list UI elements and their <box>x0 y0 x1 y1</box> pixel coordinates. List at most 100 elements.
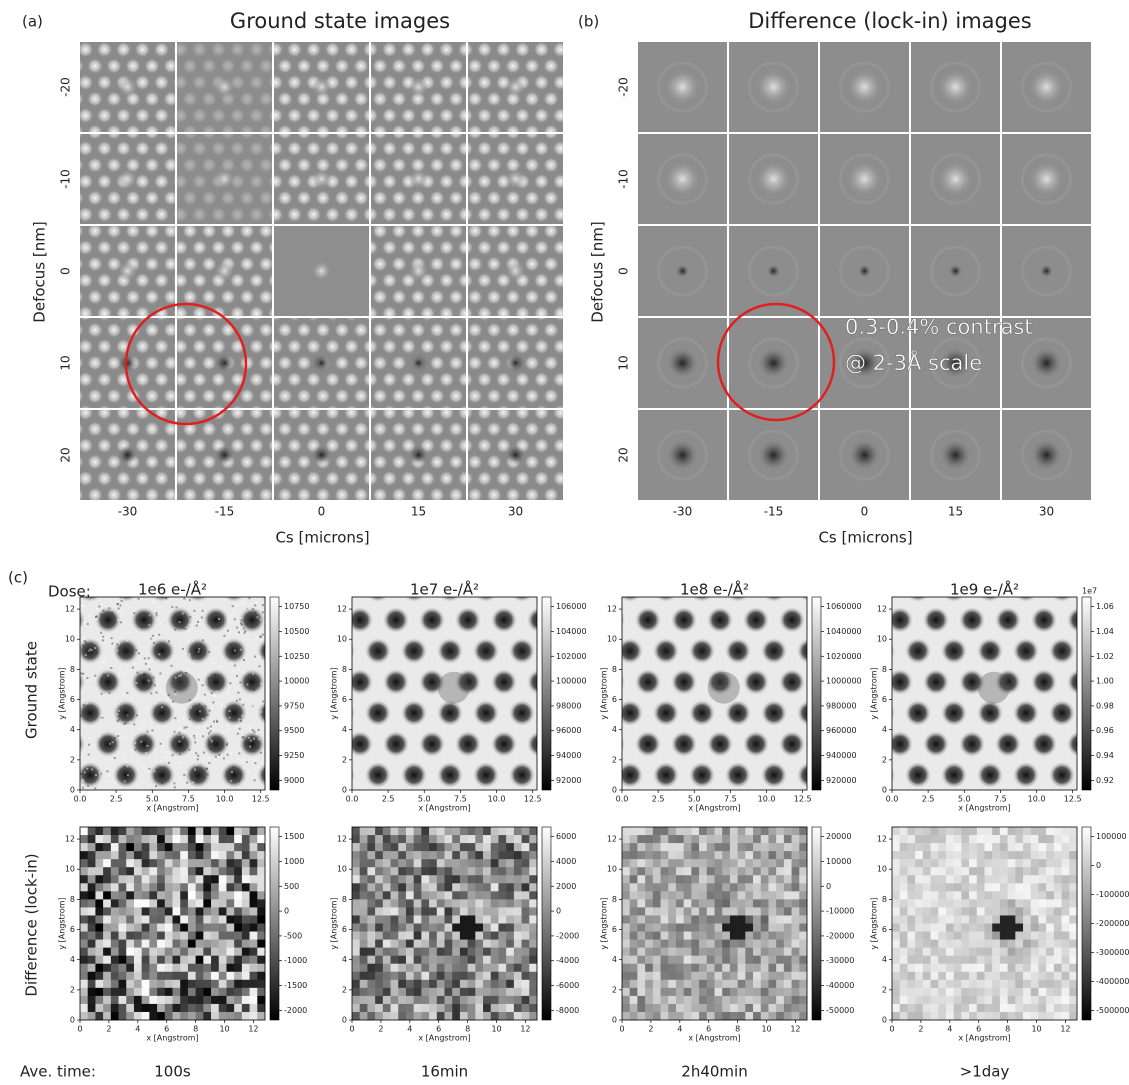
pixel <box>468 843 476 851</box>
noise <box>255 602 257 604</box>
pixel <box>1008 980 1016 988</box>
pixel <box>421 924 429 932</box>
pixel <box>977 875 985 883</box>
pixel <box>992 851 1000 859</box>
pixel <box>915 924 923 932</box>
pixel <box>226 883 234 891</box>
noise <box>204 705 206 707</box>
noise <box>94 647 96 649</box>
noise <box>254 779 256 781</box>
pixel <box>242 915 250 923</box>
pixel <box>111 988 119 996</box>
noise <box>221 666 223 668</box>
pixel <box>180 883 188 891</box>
noise <box>134 663 136 665</box>
defect <box>215 77 235 97</box>
pixel <box>88 972 96 980</box>
pixel <box>437 899 445 907</box>
pixel <box>1031 875 1039 883</box>
pixel <box>391 940 399 948</box>
colorbar-tick-label: -200000 <box>1096 919 1129 928</box>
noise <box>140 741 142 743</box>
pixel <box>961 932 969 940</box>
pixel <box>745 988 753 996</box>
pixel <box>142 972 150 980</box>
pixel <box>969 1004 977 1012</box>
pixel <box>1069 948 1077 956</box>
pixel <box>730 972 738 980</box>
image-tile <box>820 134 909 224</box>
pixel <box>668 859 676 867</box>
pixel <box>753 932 761 940</box>
pixel <box>1062 1012 1070 1020</box>
noise <box>87 785 89 787</box>
noise <box>213 678 215 680</box>
x-tick-label: 0.0 <box>346 795 359 804</box>
time-value: 16min <box>421 1063 468 1081</box>
pixel <box>468 883 476 891</box>
pixel <box>907 996 915 1004</box>
pixel <box>257 843 265 851</box>
pixel <box>391 883 399 891</box>
pixel <box>1054 1004 1062 1012</box>
pixel <box>684 827 692 835</box>
pixel <box>529 907 537 915</box>
pixel <box>661 940 669 948</box>
pixel <box>977 972 985 980</box>
pixel <box>900 964 908 972</box>
noise <box>213 694 215 696</box>
pixel <box>923 940 931 948</box>
pixel <box>226 859 234 867</box>
noise <box>129 721 131 723</box>
pixel <box>398 883 406 891</box>
defect <box>506 353 526 373</box>
pixel <box>211 940 219 948</box>
pixel <box>768 875 776 883</box>
pixel <box>892 1004 900 1012</box>
noise <box>82 673 84 675</box>
pixel <box>196 1012 204 1020</box>
pixel <box>157 915 165 923</box>
pixel <box>437 907 445 915</box>
noise <box>171 703 173 705</box>
pixel <box>892 956 900 964</box>
pixel <box>668 980 676 988</box>
pixel <box>188 996 196 1004</box>
pixel <box>142 932 150 940</box>
colorbar-tick-label: 100000 <box>556 677 587 686</box>
noise <box>221 704 223 706</box>
pixel <box>1015 980 1023 988</box>
noise <box>219 666 221 668</box>
pixel <box>88 980 96 988</box>
noise <box>200 603 202 605</box>
noise <box>94 745 96 747</box>
noise <box>137 785 139 787</box>
pixel <box>406 867 414 875</box>
noise <box>177 616 179 618</box>
pixel <box>622 907 630 915</box>
noise <box>161 706 163 708</box>
pixel <box>907 940 915 948</box>
pixel <box>173 891 181 899</box>
pixel <box>445 932 453 940</box>
pixel <box>961 956 969 964</box>
pixel <box>250 827 258 835</box>
pixel <box>173 915 181 923</box>
pixel <box>684 940 692 948</box>
pixel <box>622 988 630 996</box>
pixel <box>126 835 134 843</box>
noise <box>82 644 84 646</box>
pixel <box>414 843 422 851</box>
pixel <box>653 932 661 940</box>
pixel <box>1054 972 1062 980</box>
pixel <box>203 996 211 1004</box>
noise <box>232 605 234 607</box>
pixel <box>95 972 103 980</box>
pixel <box>196 956 204 964</box>
pixel <box>134 988 142 996</box>
pixel <box>367 851 375 859</box>
pixel <box>88 907 96 915</box>
pixel <box>234 972 242 980</box>
noise <box>223 635 225 637</box>
pixel <box>738 915 746 923</box>
